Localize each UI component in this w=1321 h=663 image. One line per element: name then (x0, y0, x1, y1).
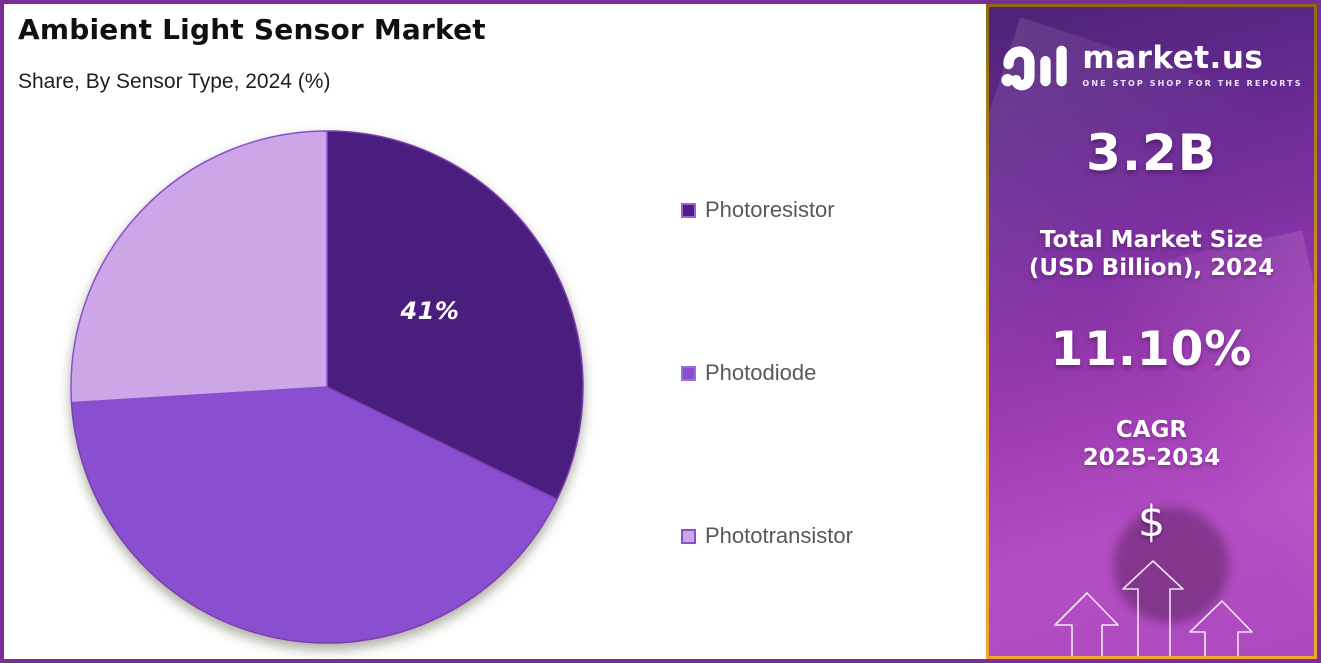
total-market-size-value: 3.2B (1086, 124, 1217, 182)
caption-line: CAGR (1115, 417, 1188, 444)
legend-swatch-phototransistor-icon (681, 528, 696, 544)
marketus-logo-icon (1001, 45, 1068, 91)
promo-panel: market.us ONE STOP SHOP FOR THE REPORTS … (986, 4, 1317, 659)
cagr-value: 11.10% (1050, 322, 1253, 378)
chart-title: Ambient Light Sensor Market (18, 13, 486, 46)
pie-slice-phototransistor[interactable] (70, 130, 328, 404)
pie-chart (70, 130, 584, 644)
legend-label: Photodiode (705, 360, 817, 385)
caption-line: Total Market Size (1039, 227, 1264, 253)
growth-arrows-icon (1054, 560, 1253, 656)
pie-slice-photoresistor[interactable] (326, 130, 584, 501)
cagr-caption: CAGR 2025-2034 (989, 416, 1314, 472)
brand-tagline: ONE STOP SHOP FOR THE REPORTS (1082, 78, 1303, 88)
legend-label: Photoresistor (705, 197, 835, 222)
chart-subtitle: Share, By Sensor Type, 2024 (%) (18, 70, 331, 93)
pie-slice-label-photoresistor: 41% (400, 297, 460, 325)
brand-name: market.us (1082, 39, 1264, 76)
caption-line: (USD Billion), 2024 (1028, 255, 1275, 282)
legend-item-photoresistor[interactable]: Photoresistor (681, 197, 853, 222)
brand-logo: market.us ONE STOP SHOP FOR THE REPORTS (989, 37, 1314, 93)
legend-swatch-photodiode-icon (681, 365, 696, 381)
dollar-icon: $ (1137, 497, 1166, 548)
promo-panel-background: market.us ONE STOP SHOP FOR THE REPORTS … (989, 7, 1314, 656)
legend-label: Phototransistor (705, 523, 853, 548)
total-market-size-caption: Total Market Size (USD Billion), 2024 (989, 226, 1314, 282)
caption-line: 2025-2034 (1082, 445, 1221, 472)
chart-legend: Photoresistor Photodiode Phototransistor (681, 197, 853, 659)
legend-swatch-photoresistor-icon (681, 202, 696, 218)
pie-slice-photodiode[interactable] (70, 386, 559, 644)
legend-item-photodiode[interactable]: Photodiode (681, 360, 853, 385)
legend-item-phototransistor[interactable]: Phototransistor (681, 523, 853, 548)
